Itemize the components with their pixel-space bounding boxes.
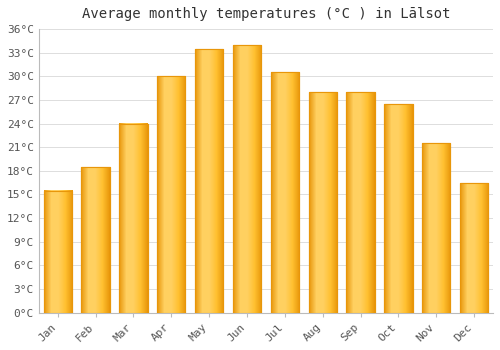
Bar xyxy=(233,45,261,313)
Bar xyxy=(460,183,488,313)
Bar xyxy=(422,143,450,313)
Bar xyxy=(384,104,412,313)
Bar xyxy=(195,49,224,313)
Bar xyxy=(44,190,72,313)
Bar xyxy=(157,76,186,313)
Bar xyxy=(119,124,148,313)
Bar xyxy=(82,167,110,313)
Title: Average monthly temperatures (°C ) in Lālsot: Average monthly temperatures (°C ) in Lā… xyxy=(82,7,450,21)
Bar xyxy=(346,92,375,313)
Bar xyxy=(270,72,299,313)
Bar xyxy=(308,92,337,313)
